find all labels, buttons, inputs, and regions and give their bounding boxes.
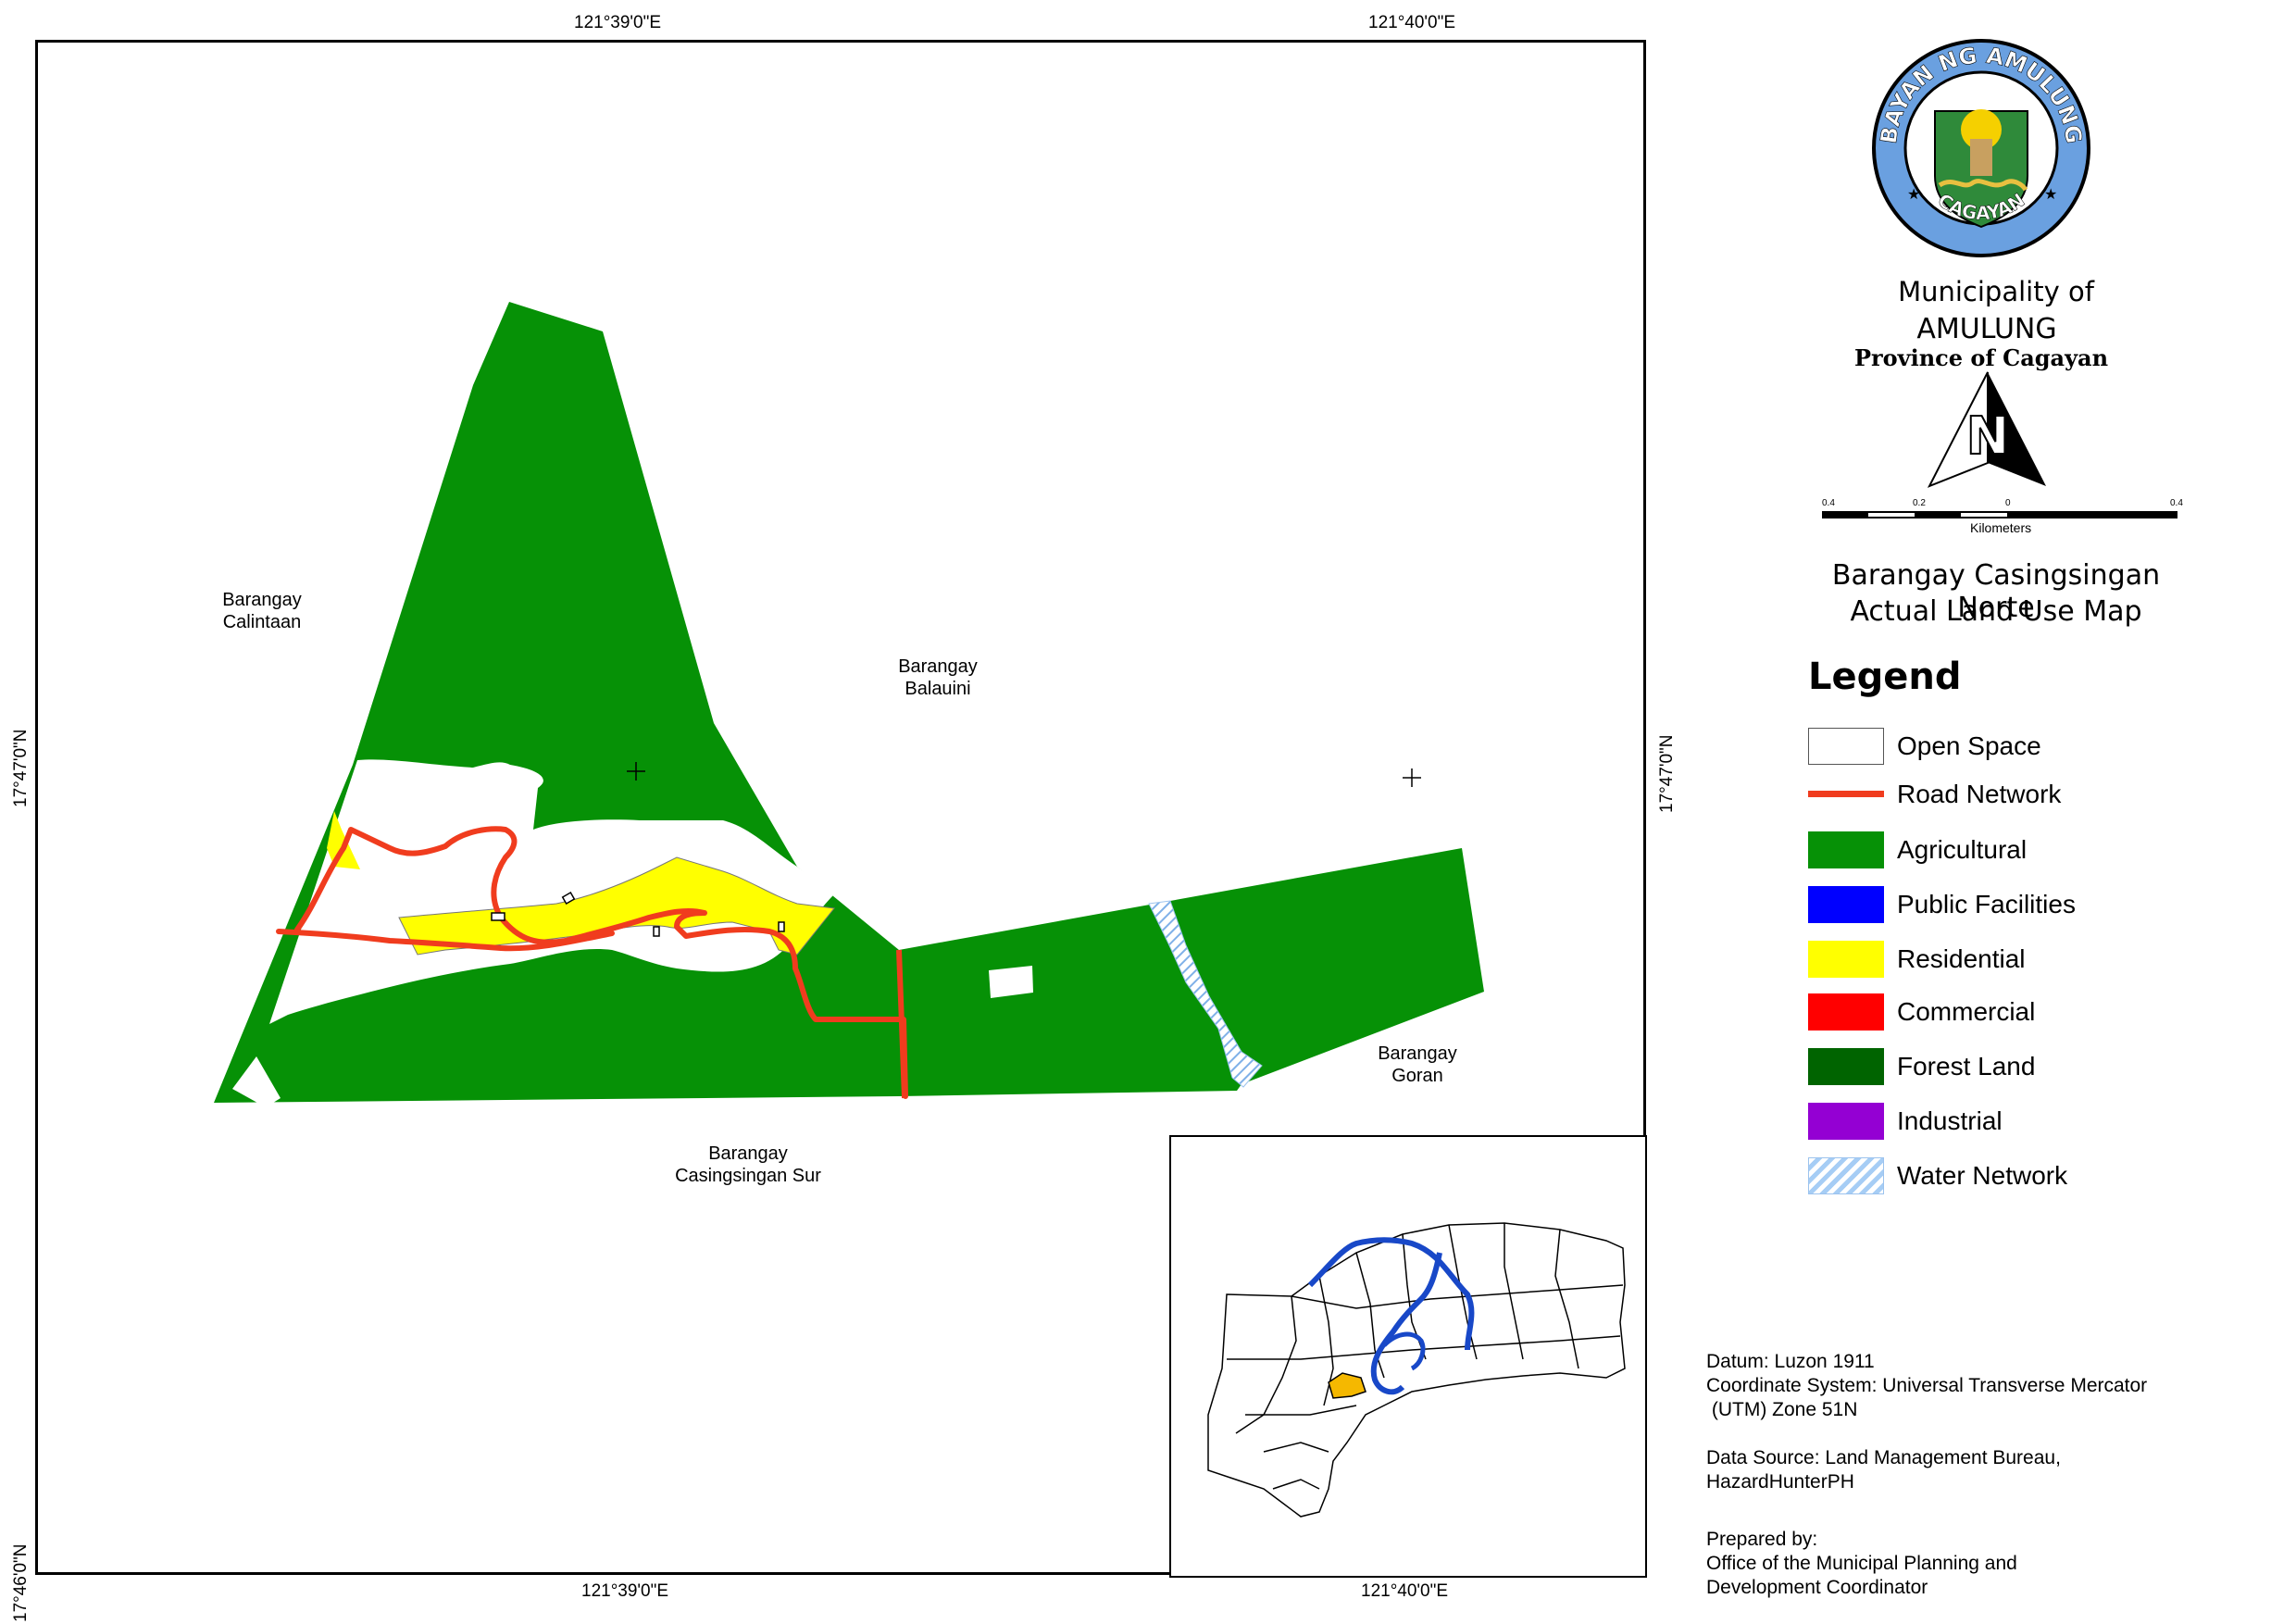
residential-area-west xyxy=(327,811,360,869)
legend-swatch-road-network xyxy=(1808,791,1884,797)
inset-river-3 xyxy=(1382,1331,1426,1371)
lat-label-left-mid: 17°47'0"N xyxy=(11,729,31,807)
legend-item-open-space: Open Space xyxy=(1808,728,2178,767)
legend-label: Public Facilities xyxy=(1897,890,2076,918)
graticule-cross-1 xyxy=(627,762,645,781)
inset-highlight-casingsingan-norte xyxy=(1328,1372,1366,1399)
barangay-label-casingsingan-sur: Barangay Casingsingan Sur xyxy=(675,1143,821,1186)
north-arrow-icon: N xyxy=(1927,370,2048,491)
building-4 xyxy=(778,921,785,932)
legend-swatch-open-space xyxy=(1808,728,1884,765)
lon-label-top-right: 121°40'0"E xyxy=(1368,13,1456,32)
inset-map-svg xyxy=(1207,1222,1626,1518)
info-coordinate-system: Coordinate System: Universal Transverse … xyxy=(1706,1375,2148,1420)
legend-label: Forest Land xyxy=(1897,1052,2036,1081)
legend-swatch-agricultural xyxy=(1808,831,1884,868)
seal-star-icon-right: ★ xyxy=(2044,187,2057,203)
open-space-area xyxy=(269,759,834,1024)
seal-svg: BAYAN NG AMULUNG CAGAYAN ★ ★ xyxy=(1872,39,2090,257)
legend-swatch-forest-land xyxy=(1808,1048,1884,1085)
municipal-seal: BAYAN NG AMULUNG CAGAYAN ★ ★ xyxy=(1870,37,2092,259)
lat-label-right-mid: 17°47'0"N xyxy=(1657,734,1677,813)
scale-bar-segment xyxy=(1868,513,1915,517)
inset-municipality-outline xyxy=(1207,1222,1626,1518)
legend-label: Water Network xyxy=(1897,1161,2068,1190)
legend-label: Industrial xyxy=(1897,1106,2003,1135)
legend-item-water-network: Water Network xyxy=(1808,1157,2178,1196)
province-name: Province of Cagayan xyxy=(1853,344,2109,371)
legend-swatch-commercial xyxy=(1808,993,1884,1031)
legend-label: Residential xyxy=(1897,944,2026,973)
scale-bar-segment-2 xyxy=(1961,513,2007,517)
legend-label: Road Network xyxy=(1897,780,2062,808)
legend-item-agricultural: Agricultural xyxy=(1808,831,2178,870)
lon-label-top-left: 121°39'0"E xyxy=(574,13,662,32)
legend-swatch-industrial xyxy=(1808,1103,1884,1140)
legend-label: Open Space xyxy=(1897,731,2041,760)
legend-swatch-residential xyxy=(1808,941,1884,978)
road-stub xyxy=(896,949,907,1099)
barangay-label-balauini: Barangay Balauini xyxy=(898,656,978,699)
barangay-label-goran: Barangay Goran xyxy=(1378,1043,1457,1086)
info-datum: Datum: Luzon 1911 xyxy=(1706,1351,1875,1372)
lon-label-bottom-right: 121°40'0"E xyxy=(1361,1581,1449,1601)
scale-tick-4: 0.4 xyxy=(2170,498,2183,508)
inset-river-2 xyxy=(1370,1252,1442,1395)
info-data-source: Data Source: Land Management Bureau, Haz… xyxy=(1706,1447,2061,1493)
building-1 xyxy=(491,912,505,921)
building-3 xyxy=(653,926,660,937)
legend-swatch-public-facilities xyxy=(1808,886,1884,923)
legend-item-forest-land: Forest Land xyxy=(1808,1048,2178,1087)
barangay-label-calintaan: Barangay Calintaan xyxy=(222,590,302,632)
graticule-cross-2 xyxy=(1403,768,1421,787)
municipality-name: AMULUNG xyxy=(1916,313,2057,345)
land-use-map[interactable] xyxy=(38,43,1646,1575)
legend-title: Legend xyxy=(1808,656,1962,698)
scale-unit: Kilometers xyxy=(1970,520,2032,535)
road-network xyxy=(276,826,908,1099)
inset-locator-map[interactable] xyxy=(1169,1135,1647,1578)
water-network-stripe xyxy=(1148,900,1263,1088)
scale-tick-2: 0.2 xyxy=(1913,498,1926,508)
map-frame[interactable] xyxy=(35,40,1646,1575)
legend-label: Agricultural xyxy=(1897,835,2028,864)
legend-swatch-water-network xyxy=(1808,1157,1884,1194)
legend-item-public-facilities: Public Facilities xyxy=(1808,886,2178,925)
scale-bar: 0.4 0.2 0 0.4 Kilometers xyxy=(1822,498,2183,535)
open-space-small-1 xyxy=(989,966,1033,998)
lon-label-bottom-left: 121°39'0"E xyxy=(581,1581,669,1601)
info-prepared-by: Prepared by: Office of the Municipal Pla… xyxy=(1706,1529,2017,1598)
map-title-line1: Barangay Casingsingan Norte xyxy=(1831,559,2161,624)
seal-star-icon-left: ★ xyxy=(1907,187,1920,203)
inset-river-1 xyxy=(1307,1237,1475,1351)
north-arrow-letter: N xyxy=(1966,406,2010,467)
building-2 xyxy=(561,892,576,905)
legend-item-industrial: Industrial xyxy=(1808,1103,2178,1142)
map-title-line2: Actual Land Use Map xyxy=(1850,595,2142,628)
legend-item-commercial: Commercial xyxy=(1808,993,2178,1032)
scale-tick-3: 0 xyxy=(2005,498,2011,508)
legend-label: Commercial xyxy=(1897,997,2036,1026)
open-space-small-2 xyxy=(232,1056,281,1107)
municipality-line1: Municipality of xyxy=(1898,276,2094,307)
legend-item-residential: Residential xyxy=(1808,941,2178,980)
lat-label-left-bottom: 17°46'0"N xyxy=(11,1543,31,1622)
scale-tick-1: 0.4 xyxy=(1822,498,1835,508)
legend-item-road-network: Road Network xyxy=(1808,776,2178,815)
